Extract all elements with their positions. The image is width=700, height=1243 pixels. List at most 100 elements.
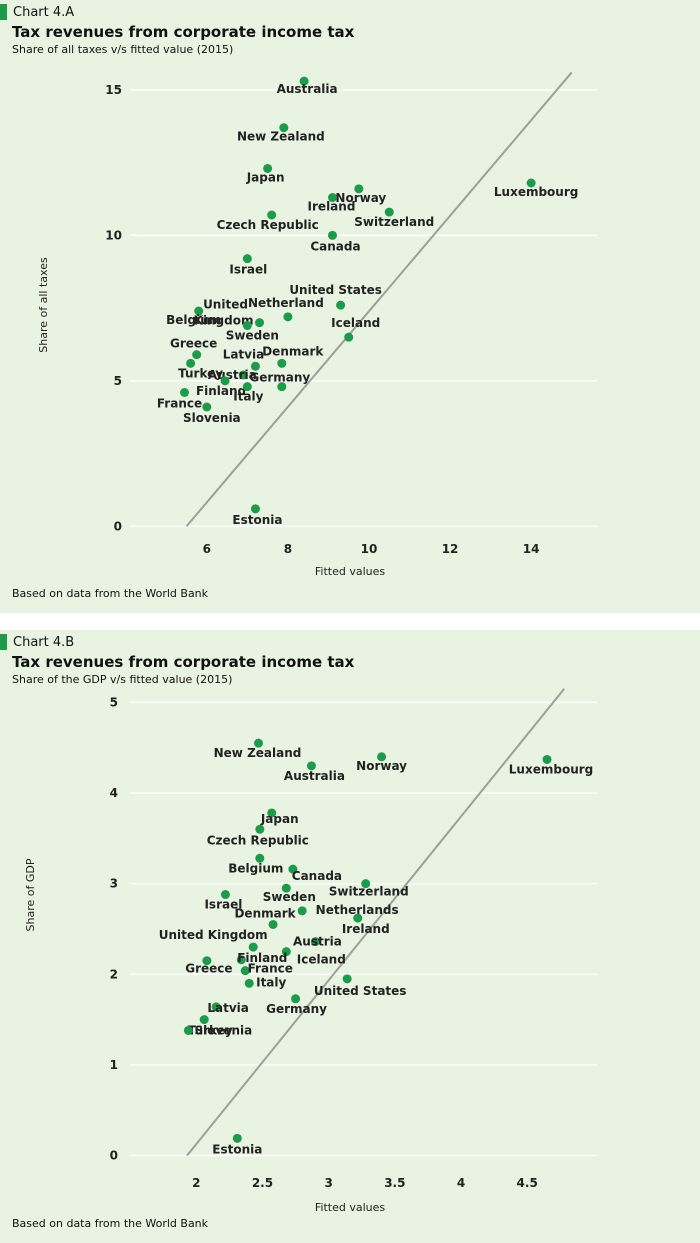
data-label: France [157,396,202,410]
x-tick-label: 2.5 [252,1176,273,1190]
data-point [254,738,263,748]
x-tick-label: 4.5 [517,1176,538,1190]
data-label: United States [289,283,382,297]
data-point [267,808,277,818]
data-point [194,306,204,316]
data-point [283,312,293,322]
data-label: Israel [229,263,267,277]
data-label: Turkey [188,1024,233,1038]
data-point [183,1025,193,1035]
data-point [327,193,337,203]
y-tick-label: 1 [110,1058,118,1072]
data-point [297,906,307,916]
data-point [220,376,230,386]
data-point [267,210,277,220]
chart-tag: Chart 4.B [0,634,74,650]
data-point [354,184,364,194]
data-label: Iceland [331,316,380,330]
data-point [238,370,248,380]
x-tick-label: 4 [457,1176,465,1190]
data-label: Italy [233,390,263,404]
data-label: Israel [204,898,242,912]
data-label: United [203,298,248,312]
x-tick-label: 6 [203,542,211,556]
data-label: Latvia [223,347,265,361]
y-tick-label: 4 [110,786,118,800]
data-point [211,1002,221,1012]
scatter-plot: 0 1 2 3 4 5 2 2.5 3 3.5 4 4.5 Fitted values Share of … [24,688,597,1214]
data-label: Austria [293,935,342,949]
y-tick-label: 5 [114,374,122,388]
data-point [377,752,387,762]
data-label: Japan [260,812,299,826]
data-label: United States [314,984,407,998]
data-point [526,178,536,188]
data-label: Japan [246,170,285,184]
data-point [242,382,252,392]
y-tick-label: 0 [110,1149,118,1163]
data-point [327,230,337,240]
data-label: Czech Republic [217,218,319,232]
data-label: Austria [208,368,257,382]
y-tick-label: 0 [114,519,122,533]
x-tick-label: 3 [324,1176,332,1190]
data-point [310,937,320,947]
data-point [291,994,301,1004]
data-label: Norway [356,759,407,773]
data-label: Switzerland [354,215,434,229]
data-point [384,207,394,217]
data-point [263,163,273,173]
data-label: Turkey [178,366,223,380]
data-point [277,358,287,368]
data-point [279,123,289,133]
data-label: Germany [249,371,310,385]
data-point [353,913,363,923]
data-label: Switzerland [329,885,409,899]
tag-marker [0,4,7,20]
data-label: New Zealand [214,746,302,760]
x-tick-label: 8 [284,542,292,556]
data-point [248,942,258,952]
data-label: Latvia [207,1001,249,1015]
chart-title: Tax revenues from corporate income tax [12,653,355,671]
data-point [361,879,371,889]
x-tick-label: 3.5 [384,1176,405,1190]
y-tick-label: 5 [110,695,118,709]
data-point [202,402,212,412]
data-label: Belgium [228,861,283,875]
scatter-plot: 0 5 10 15 6 8 10 12 14 Fitted values Share of all … [37,71,597,578]
data-label: Ireland [342,922,390,936]
data-label: Slovenia [183,411,241,425]
data-label: Slovenia [194,1023,252,1037]
data-point [281,883,291,893]
chart-subtitle: Share of the GDP v/s fitted value (2015) [12,673,233,686]
data-label: Netherland [248,296,324,310]
chart-4a-panel: Chart 4.A Tax revenues from corporate in… [0,0,700,613]
data-label: Belgium [166,313,221,327]
data-label: Australia [284,769,345,783]
data-label: Estonia [232,513,282,527]
data-label: United Kingdom [159,928,268,942]
chart-subtitle: Share of all taxes v/s fitted value (201… [12,43,234,56]
data-label: Kingdom [194,314,254,328]
data-point [250,504,260,514]
data-point [180,387,190,397]
data-label: Finland [237,951,287,965]
source-note: Based on data from the World Bank [12,587,209,600]
data-label: Canada [292,869,342,883]
data-point [299,76,309,86]
data-label: New Zealand [237,130,325,144]
data-label: Sweden [226,329,279,343]
data-point [242,321,252,331]
chart-number: Chart 4.A [13,4,75,20]
x-tick-label: 12 [442,542,459,556]
data-point [255,824,265,834]
data-point [244,978,254,988]
data-point [242,254,252,264]
data-label: Luxembourg [509,762,593,776]
x-tick-label: 14 [523,542,540,556]
data-point [277,382,287,392]
y-tick-label: 15 [105,83,122,97]
gridlines [130,89,597,527]
data-label: Finland [196,384,246,398]
